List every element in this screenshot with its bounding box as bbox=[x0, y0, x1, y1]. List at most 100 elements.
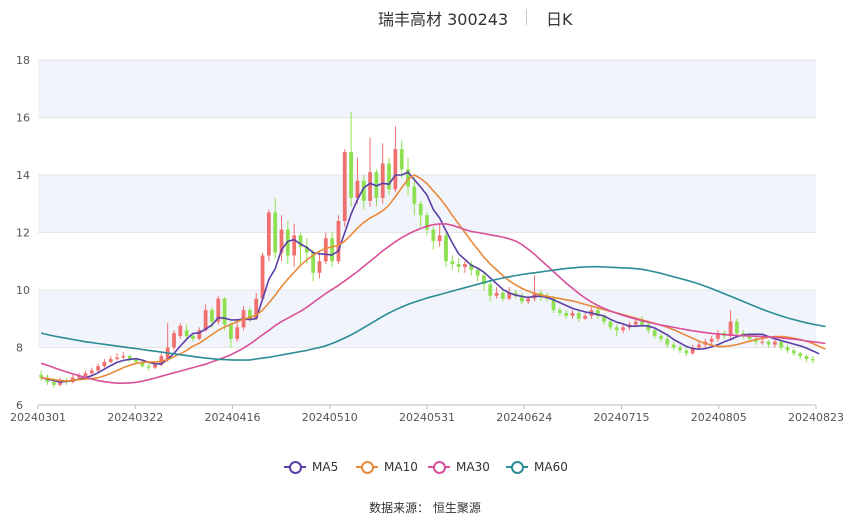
candle-body[interactable] bbox=[716, 333, 720, 339]
candle-body[interactable] bbox=[298, 235, 303, 247]
candle-body[interactable] bbox=[513, 292, 518, 296]
candle-body[interactable] bbox=[779, 341, 784, 348]
candle-body[interactable] bbox=[526, 298, 531, 302]
candle-body[interactable] bbox=[406, 169, 410, 187]
candle-body[interactable] bbox=[39, 374, 44, 378]
candle-body[interactable] bbox=[659, 336, 663, 339]
candle-body[interactable] bbox=[608, 321, 613, 328]
candle-body[interactable] bbox=[229, 324, 233, 339]
candle-body[interactable] bbox=[469, 264, 474, 270]
candle-body[interactable] bbox=[260, 255, 265, 299]
candle-body[interactable] bbox=[791, 350, 796, 354]
candle-body[interactable] bbox=[507, 292, 512, 299]
candle-body[interactable] bbox=[810, 359, 815, 361]
candle-body[interactable] bbox=[437, 235, 442, 242]
candle-body[interactable] bbox=[538, 292, 543, 296]
candle-body[interactable] bbox=[178, 325, 183, 336]
candle-body[interactable] bbox=[134, 359, 138, 362]
candle-body[interactable] bbox=[210, 310, 214, 322]
candle-body[interactable] bbox=[330, 238, 335, 262]
candle-body[interactable] bbox=[602, 315, 607, 322]
candle-body[interactable] bbox=[785, 347, 790, 351]
candle-body[interactable] bbox=[482, 275, 486, 285]
candle-body[interactable] bbox=[488, 284, 493, 296]
candle-body[interactable] bbox=[323, 238, 328, 262]
candle-body[interactable] bbox=[444, 235, 448, 262]
candle-body[interactable] bbox=[349, 152, 353, 198]
candle-body[interactable] bbox=[583, 315, 588, 319]
candle-body[interactable] bbox=[279, 229, 284, 253]
candle-body[interactable] bbox=[399, 149, 404, 170]
candle-body[interactable] bbox=[317, 261, 322, 273]
candle-body[interactable] bbox=[342, 152, 347, 221]
candle-body[interactable] bbox=[640, 321, 644, 325]
candle-body[interactable] bbox=[551, 298, 556, 311]
candle-body[interactable] bbox=[222, 298, 227, 325]
candle-body[interactable] bbox=[387, 163, 391, 190]
candle-body[interactable] bbox=[146, 366, 151, 368]
candle-body[interactable] bbox=[519, 295, 524, 302]
candle-body[interactable] bbox=[108, 359, 113, 362]
candle-body[interactable] bbox=[621, 327, 625, 331]
candle-body[interactable] bbox=[102, 361, 107, 367]
candle-body[interactable] bbox=[336, 221, 341, 262]
candle-body[interactable] bbox=[83, 373, 88, 377]
candle-body[interactable] bbox=[766, 341, 771, 345]
candle-body[interactable] bbox=[678, 347, 682, 351]
candle-body[interactable] bbox=[564, 313, 569, 316]
candle-body[interactable] bbox=[121, 356, 126, 358]
candle-body[interactable] bbox=[203, 310, 208, 331]
candle-body[interactable] bbox=[96, 366, 100, 371]
candle-body[interactable] bbox=[614, 327, 619, 331]
candle-body[interactable] bbox=[197, 330, 202, 339]
candle-body[interactable] bbox=[153, 364, 157, 368]
candle-body[interactable] bbox=[191, 336, 195, 339]
candle-body[interactable] bbox=[747, 336, 752, 339]
candle-body[interactable] bbox=[368, 172, 372, 201]
candle-body[interactable] bbox=[361, 180, 366, 201]
candle-body[interactable] bbox=[595, 310, 600, 316]
candle-body[interactable] bbox=[798, 353, 803, 357]
candle-body[interactable] bbox=[266, 212, 271, 256]
candle-body[interactable] bbox=[89, 370, 94, 374]
candle-body[interactable] bbox=[709, 338, 714, 342]
candle-body[interactable] bbox=[652, 330, 657, 336]
candle-body[interactable] bbox=[557, 310, 562, 313]
candle-body[interactable] bbox=[311, 252, 316, 273]
candle-body[interactable] bbox=[463, 264, 467, 267]
candle-body[interactable] bbox=[304, 246, 309, 253]
candle-body[interactable] bbox=[418, 203, 423, 216]
legend-item-ma30[interactable]: MA30 bbox=[428, 458, 490, 476]
candle-body[interactable] bbox=[412, 186, 417, 204]
candle-body[interactable] bbox=[494, 292, 499, 296]
candle-body[interactable] bbox=[247, 310, 252, 319]
candle-body[interactable] bbox=[140, 361, 145, 367]
candle-body[interactable] bbox=[254, 298, 259, 319]
candle-body[interactable] bbox=[633, 321, 638, 325]
candle-body[interactable] bbox=[501, 292, 505, 299]
candle-body[interactable] bbox=[804, 356, 809, 359]
candle-body[interactable] bbox=[380, 163, 385, 199]
legend-item-ma10[interactable]: MA10 bbox=[356, 458, 418, 476]
legend-item-ma5[interactable]: MA5 bbox=[284, 458, 338, 476]
candle-body[interactable] bbox=[292, 235, 297, 256]
candle-body[interactable] bbox=[355, 180, 360, 198]
candle-body[interactable] bbox=[576, 313, 581, 319]
candle-body[interactable] bbox=[646, 324, 651, 331]
candle-body[interactable] bbox=[184, 330, 189, 336]
candle-body[interactable] bbox=[393, 149, 398, 190]
candle-body[interactable] bbox=[273, 212, 278, 253]
candle-body[interactable] bbox=[671, 344, 676, 348]
legend-item-ma60[interactable]: MA60 bbox=[506, 458, 568, 476]
candle-body[interactable] bbox=[51, 382, 56, 385]
candle-body[interactable] bbox=[728, 321, 733, 336]
candle-body[interactable] bbox=[77, 376, 82, 378]
candle-body[interactable] bbox=[172, 333, 176, 348]
candle-body[interactable] bbox=[690, 347, 695, 354]
candle-body[interactable] bbox=[235, 327, 240, 339]
candle-body[interactable] bbox=[570, 313, 575, 316]
candle-body[interactable] bbox=[684, 350, 689, 354]
candle-body[interactable] bbox=[772, 341, 777, 345]
candle-body[interactable] bbox=[431, 229, 436, 242]
candle-body[interactable] bbox=[665, 338, 670, 345]
